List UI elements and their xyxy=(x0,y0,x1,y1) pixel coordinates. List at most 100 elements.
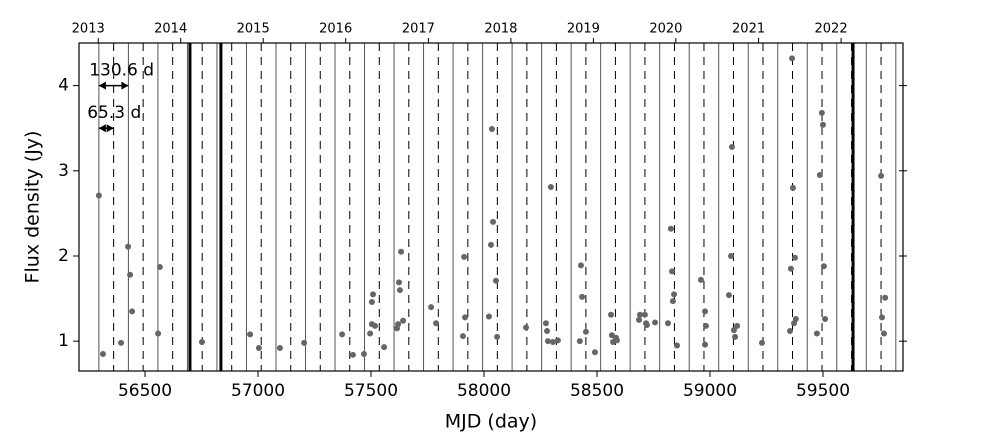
half-arrow-label: 65.3 d xyxy=(87,103,141,123)
y-axis-label: Flux density (Jy) xyxy=(22,131,44,284)
data-point xyxy=(547,183,554,190)
data-point xyxy=(608,311,615,318)
data-point xyxy=(725,292,732,299)
data-point xyxy=(697,276,704,283)
data-point xyxy=(549,339,556,346)
data-point xyxy=(381,344,388,351)
year-label: 2019 xyxy=(567,22,600,37)
period-arrow-label: 130.6 d xyxy=(89,61,154,81)
data-point xyxy=(641,311,648,318)
data-point xyxy=(702,322,709,329)
year-label: 2014 xyxy=(154,22,187,37)
data-point xyxy=(490,218,497,225)
x-tick-label: 59000 xyxy=(683,381,737,401)
data-point xyxy=(576,338,583,345)
x-tick-label: 57500 xyxy=(344,381,398,401)
data-point xyxy=(758,339,765,346)
data-point xyxy=(339,331,346,338)
data-point xyxy=(789,184,796,191)
year-label: 2018 xyxy=(484,22,517,37)
year-label: 2017 xyxy=(402,22,435,37)
data-point xyxy=(494,333,501,340)
x-tick-label: 56500 xyxy=(118,381,172,401)
data-point xyxy=(396,287,403,294)
period-arrow-head xyxy=(98,81,129,90)
data-point xyxy=(461,253,468,260)
data-point xyxy=(613,337,620,344)
data-point xyxy=(370,291,377,298)
data-point xyxy=(428,304,435,311)
data-point xyxy=(878,314,885,321)
data-point xyxy=(398,248,405,255)
data-point xyxy=(492,277,499,284)
data-point xyxy=(247,331,254,338)
data-point xyxy=(728,252,735,259)
y-tick-label: 4 xyxy=(58,76,69,96)
data-point xyxy=(155,330,162,337)
data-point xyxy=(544,327,551,334)
data-point xyxy=(544,338,551,345)
data-point xyxy=(276,344,283,351)
data-point xyxy=(459,333,466,340)
data-point xyxy=(819,121,826,128)
year-label: 2015 xyxy=(237,22,270,37)
data-point xyxy=(728,143,735,150)
y-tick-label: 3 xyxy=(58,161,69,181)
data-point xyxy=(95,192,102,199)
data-point xyxy=(786,327,793,334)
data-point xyxy=(643,321,650,328)
data-point xyxy=(554,337,561,344)
data-point xyxy=(396,279,403,286)
data-point xyxy=(125,243,132,250)
data-point xyxy=(881,330,888,337)
data-point xyxy=(702,308,709,315)
x-axis-label: MJD (day) xyxy=(445,411,537,433)
data-point xyxy=(485,313,492,320)
data-point xyxy=(127,271,134,278)
data-point xyxy=(878,172,885,179)
data-point xyxy=(792,316,799,323)
x-tick-label: 58500 xyxy=(570,381,624,401)
data-point xyxy=(818,109,825,116)
data-point xyxy=(577,262,584,269)
data-point xyxy=(591,349,598,356)
y-tick-label: 1 xyxy=(58,331,69,351)
year-label: 2022 xyxy=(815,22,848,37)
x-tick-label: 59500 xyxy=(796,381,850,401)
data-point xyxy=(367,330,374,337)
data-point xyxy=(360,350,367,357)
data-point xyxy=(488,126,495,133)
data-point xyxy=(395,321,402,328)
data-point xyxy=(488,241,494,248)
data-point xyxy=(669,298,676,305)
data-point xyxy=(198,339,205,346)
data-point xyxy=(673,342,680,349)
data-point xyxy=(542,320,549,327)
data-point xyxy=(99,350,106,357)
y-tick-label: 2 xyxy=(58,246,69,266)
data-point xyxy=(791,254,798,261)
data-point xyxy=(368,298,375,305)
data-point xyxy=(734,322,741,329)
data-point xyxy=(789,55,796,62)
data-point xyxy=(816,172,823,179)
x-tick-label: 57000 xyxy=(231,381,285,401)
data-point xyxy=(702,341,709,348)
data-point xyxy=(129,308,136,315)
data-point xyxy=(579,293,586,300)
x-tick-label: 58000 xyxy=(457,381,511,401)
half-arrow-head xyxy=(98,124,114,133)
data-point xyxy=(813,330,820,337)
year-label: 2016 xyxy=(319,22,352,37)
year-label: 2013 xyxy=(72,22,105,37)
data-point xyxy=(523,324,530,331)
year-label: 2020 xyxy=(649,22,682,37)
data-point xyxy=(664,320,671,327)
data-point xyxy=(652,319,659,326)
data-point xyxy=(671,291,678,298)
plot-frame xyxy=(78,42,904,372)
data-point xyxy=(301,339,308,346)
data-point xyxy=(349,351,356,358)
data-point xyxy=(730,327,737,334)
